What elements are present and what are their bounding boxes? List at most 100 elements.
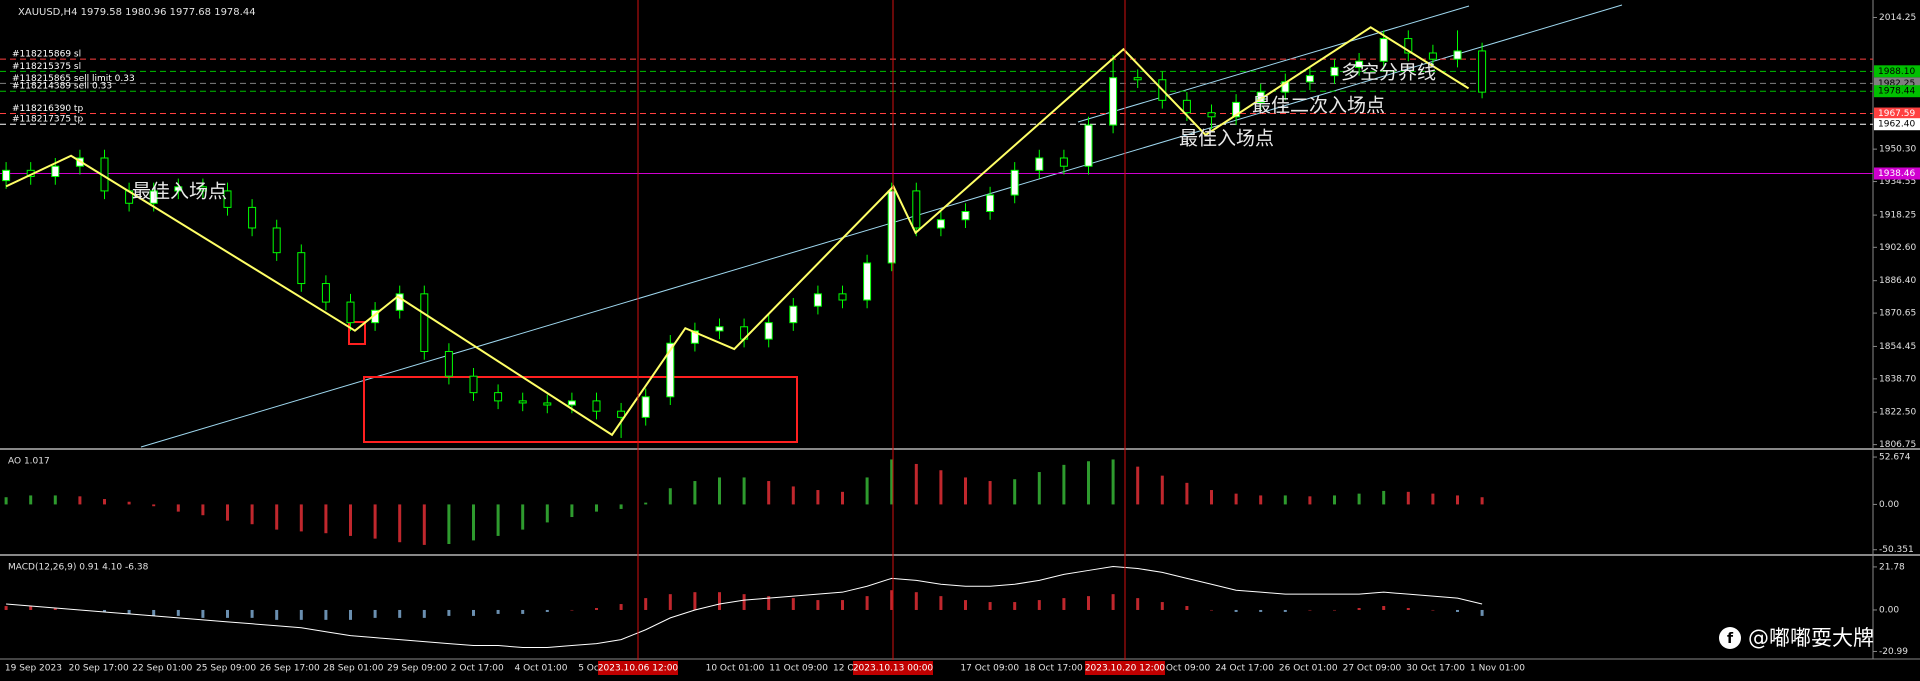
indicator-bar xyxy=(988,481,992,505)
x-tick-label: 29 Sep 09:00 xyxy=(387,664,447,674)
indicator-bar xyxy=(914,463,918,505)
indicator-bar xyxy=(103,499,106,505)
candle-body xyxy=(1428,52,1437,60)
y-tick-label: 1822.50 xyxy=(1879,408,1916,418)
indicator-bar xyxy=(1160,475,1164,505)
candle-body xyxy=(494,392,503,402)
y-tick-label: -50.351 xyxy=(1879,545,1914,555)
indicator-bar xyxy=(521,609,525,614)
indicator-bar xyxy=(152,609,156,616)
candle-body xyxy=(395,293,404,311)
candle-body xyxy=(1182,99,1191,114)
indicator-bar xyxy=(373,609,377,618)
y-tick-label: 1950.30 xyxy=(1879,145,1916,155)
candle-body xyxy=(912,190,921,229)
y-tick-label: 1934.55 xyxy=(1879,177,1916,187)
indicator-bar xyxy=(447,504,451,545)
indicator-bar xyxy=(1431,609,1435,611)
indicator-bar xyxy=(1308,496,1312,505)
order-label: #118215869 sl xyxy=(12,50,81,60)
indicator-bar xyxy=(1087,461,1090,505)
time-marker-box xyxy=(1085,661,1165,675)
indicator-bar xyxy=(1234,609,1238,612)
candle-body xyxy=(715,326,724,332)
indicator-bar xyxy=(964,477,967,505)
candle-body xyxy=(248,206,257,229)
indicator-bar xyxy=(152,504,156,507)
indicator-bar xyxy=(1406,491,1410,505)
candle-body xyxy=(321,283,330,303)
x-tick-label: 30 Oct 17:00 xyxy=(1406,664,1465,674)
price-tag xyxy=(1874,65,1920,78)
indicator-bar xyxy=(1382,606,1386,610)
price-tag-label: 1988.10 xyxy=(1878,67,1915,77)
candle-body xyxy=(2,169,11,182)
indicator-bar xyxy=(226,504,229,521)
x-tick-label: 17 Oct 09:00 xyxy=(960,664,1019,674)
x-tick-label: 19 Sep 2023 xyxy=(5,664,62,674)
indicator-bar xyxy=(1185,606,1189,610)
indicator-bar xyxy=(422,504,426,545)
candle-body xyxy=(1084,124,1093,167)
candle-body xyxy=(346,301,355,324)
indicator-bar xyxy=(29,606,33,610)
indicator-bar xyxy=(1111,594,1115,610)
x-tick-label: 27 Oct 09:00 xyxy=(1343,664,1402,674)
order-label: #118215375 sl xyxy=(12,62,81,72)
indicator-bar xyxy=(619,604,623,610)
indicator-bar xyxy=(496,504,500,536)
candle-body xyxy=(51,165,60,178)
indicator-bar xyxy=(1480,497,1484,505)
candle-body xyxy=(543,402,552,406)
indicator-bar xyxy=(4,497,8,505)
indicator-bar xyxy=(595,504,598,512)
indicator-bar xyxy=(398,504,402,543)
y-tick-label: 52.674 xyxy=(1879,453,1911,463)
x-tick-label: 4 Oct 01:00 xyxy=(515,664,568,674)
candle-body xyxy=(1453,50,1462,60)
candle-body xyxy=(690,330,699,344)
candle-body xyxy=(518,400,527,404)
candle-body xyxy=(1035,157,1044,171)
candle-body xyxy=(1232,101,1241,118)
candle-body xyxy=(198,186,207,192)
candle-body xyxy=(789,305,798,324)
indicator-bar xyxy=(373,504,377,539)
channel-line xyxy=(1077,5,1470,123)
candle-body xyxy=(1305,75,1314,83)
x-tick-label: 26 Sep 17:00 xyxy=(260,664,320,674)
candle-body xyxy=(838,293,847,301)
indicator-bar xyxy=(742,477,746,505)
indicator-bar xyxy=(718,477,721,505)
indicator-bar xyxy=(127,609,131,614)
indicator-bar xyxy=(1037,472,1041,505)
indicator-bar xyxy=(324,609,328,620)
candle-body xyxy=(567,400,576,406)
indicator-bar xyxy=(791,486,795,505)
indicator-bar xyxy=(1037,600,1041,610)
x-tick-label: 1 Nov 01:00 xyxy=(1470,664,1525,674)
indicator-bar xyxy=(299,504,303,532)
indicator-bar xyxy=(226,609,229,618)
x-tick-label: 10 Oct 01:00 xyxy=(706,664,765,674)
indicator-bar xyxy=(1431,493,1435,505)
indicator-bar xyxy=(1062,598,1066,610)
indicator-bar xyxy=(668,594,672,610)
indicator-bar xyxy=(914,592,918,610)
indicator-bar xyxy=(545,504,549,523)
price-tag-label: 1978.44 xyxy=(1878,87,1915,97)
time-marker-label: 2023.10.13 00:00 xyxy=(853,664,934,674)
candle-body xyxy=(1379,38,1388,62)
candle-body xyxy=(469,375,478,394)
indicator-bar xyxy=(964,600,967,610)
candle-body xyxy=(1355,60,1364,68)
indicator-bar xyxy=(1308,609,1312,611)
indicator-bar xyxy=(447,609,451,616)
indicator-bar xyxy=(1259,609,1263,612)
indicator-bar xyxy=(718,592,721,610)
x-tick-label: 28 Sep 01:00 xyxy=(323,664,383,674)
indicator-bar xyxy=(1210,609,1213,611)
indicator-bar xyxy=(1210,490,1213,505)
highlight-box xyxy=(363,376,798,443)
